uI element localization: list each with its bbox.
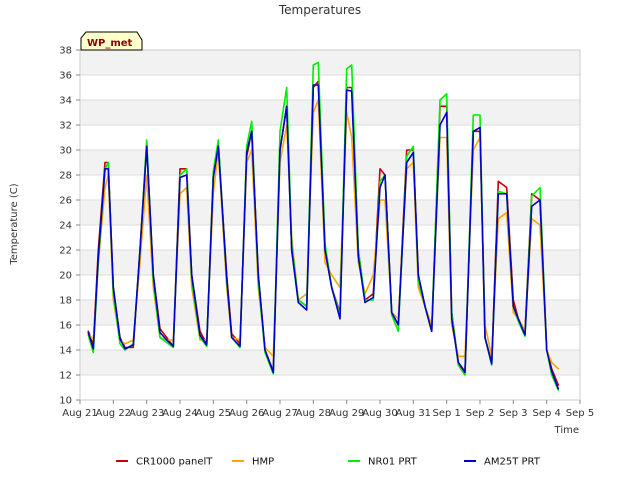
x-tick-label: Aug 27 <box>262 408 297 419</box>
y-tick-label: 34 <box>59 96 72 107</box>
y-tick-label: 28 <box>59 171 72 182</box>
plot-band <box>80 200 580 225</box>
y-axis-label: Temperature (C) <box>9 183 20 265</box>
x-tick-label: Aug 31 <box>396 408 431 419</box>
y-tick-label: 10 <box>59 396 72 407</box>
site-badge-text: WP_met <box>87 38 133 49</box>
series-line-am25t-prt <box>87 84 560 390</box>
y-axis-ticks: 10 12 14 16 18 20 22 24 26 28 30 32 34 36 38 <box>59 46 80 407</box>
legend-label: CR1000 panelT <box>136 457 213 468</box>
x-tick-label: Aug 24 <box>162 408 197 419</box>
legend-item-hmp: HMP <box>232 457 274 468</box>
y-tick-label: 36 <box>59 71 72 82</box>
legend-label: AM25T PRT <box>484 457 541 468</box>
site-badge-shape <box>80 31 143 51</box>
plot-band <box>80 350 580 375</box>
x-tick-label: Aug 26 <box>229 408 264 419</box>
y-tick-label: 30 <box>59 146 72 157</box>
y-tick-label: 26 <box>59 196 72 207</box>
x-tick-label: Sep 2 <box>466 408 494 419</box>
plot-band <box>80 150 580 175</box>
legend-item-nr01-prt: NR01 PRT <box>348 457 418 468</box>
legend-item-cr1000-panelt: CR1000 panelT <box>116 457 213 468</box>
plot-band <box>80 50 580 75</box>
x-tick-label: Aug 21 <box>62 408 97 419</box>
site-badge: WP_met <box>80 31 143 51</box>
x-tick-label: Aug 30 <box>362 408 397 419</box>
plot-band <box>80 100 580 125</box>
x-tick-label: Sep 3 <box>499 408 527 419</box>
y-tick-label: 18 <box>59 296 72 307</box>
x-tick-label: Aug 25 <box>196 408 231 419</box>
x-tick-label: Sep 1 <box>432 408 460 419</box>
y-tick-label: 24 <box>59 221 72 232</box>
x-tick-label: Aug 29 <box>329 408 364 419</box>
x-tick-label: Aug 22 <box>96 408 131 419</box>
y-tick-label: 16 <box>59 321 72 332</box>
legend-label: HMP <box>252 457 274 468</box>
series-line-nr01-prt <box>87 61 560 391</box>
legend: CR1000 panelT HMP NR01 PRT AM25T PRT <box>116 457 541 468</box>
y-tick-label: 14 <box>59 346 72 357</box>
y-tick-label: 38 <box>59 46 72 57</box>
x-tick-label: Sep 5 <box>566 408 594 419</box>
chart-title: Temperatures <box>278 3 361 17</box>
x-tick-label: Sep 4 <box>532 408 560 419</box>
legend-item-am25t-prt: AM25T PRT <box>464 457 541 468</box>
x-tick-label: Aug 23 <box>129 408 164 419</box>
y-tick-label: 20 <box>59 271 72 282</box>
x-axis-label: Time <box>554 425 579 436</box>
y-tick-label: 12 <box>59 371 72 382</box>
plot-band <box>80 300 580 325</box>
y-tick-label: 22 <box>59 246 72 257</box>
legend-label: NR01 PRT <box>368 457 418 468</box>
series-lines <box>87 61 560 391</box>
x-tick-label: Aug 28 <box>296 408 331 419</box>
y-tick-label: 32 <box>59 121 72 132</box>
